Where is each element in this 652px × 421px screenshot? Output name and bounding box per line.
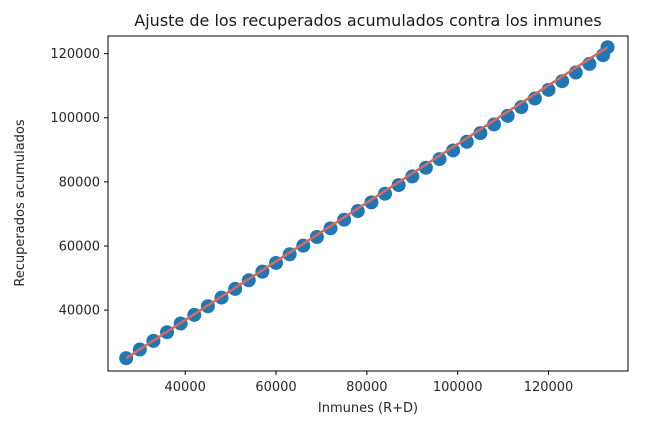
data-point (432, 152, 447, 167)
x-tick-label: 60000 (255, 380, 296, 395)
y-tick-label: 120000 (50, 47, 100, 62)
y-tick-label: 100000 (50, 111, 100, 126)
data-point (459, 134, 474, 149)
data-point (391, 178, 406, 193)
x-tick-label: 40000 (165, 380, 206, 395)
plot-area (119, 40, 615, 366)
x-axis: 40000 60000 80000 100000 120000 (165, 371, 574, 395)
y-tick-label: 80000 (59, 175, 100, 190)
x-tick-label: 120000 (524, 380, 574, 395)
y-tick-label: 40000 (59, 304, 100, 319)
data-point (405, 169, 420, 184)
y-axis-label: Recuperados acumulados (13, 119, 28, 287)
fit-line (125, 46, 609, 360)
plot-frame (107, 35, 629, 372)
data-point (514, 100, 529, 115)
chart-title: Ajuste de los recuperados acumulados con… (134, 11, 601, 30)
data-point (446, 143, 461, 158)
data-point (473, 126, 488, 141)
y-tick-label: 60000 (59, 239, 100, 254)
x-axis-label: Inmunes (R+D) (318, 401, 418, 416)
y-axis: 40000 60000 80000 100000 120000 (50, 47, 108, 319)
data-point (378, 186, 393, 201)
data-point (418, 160, 433, 175)
data-point (487, 117, 502, 132)
x-tick-label: 80000 (346, 380, 387, 395)
x-tick-label: 100000 (433, 380, 483, 395)
data-point (500, 108, 515, 123)
